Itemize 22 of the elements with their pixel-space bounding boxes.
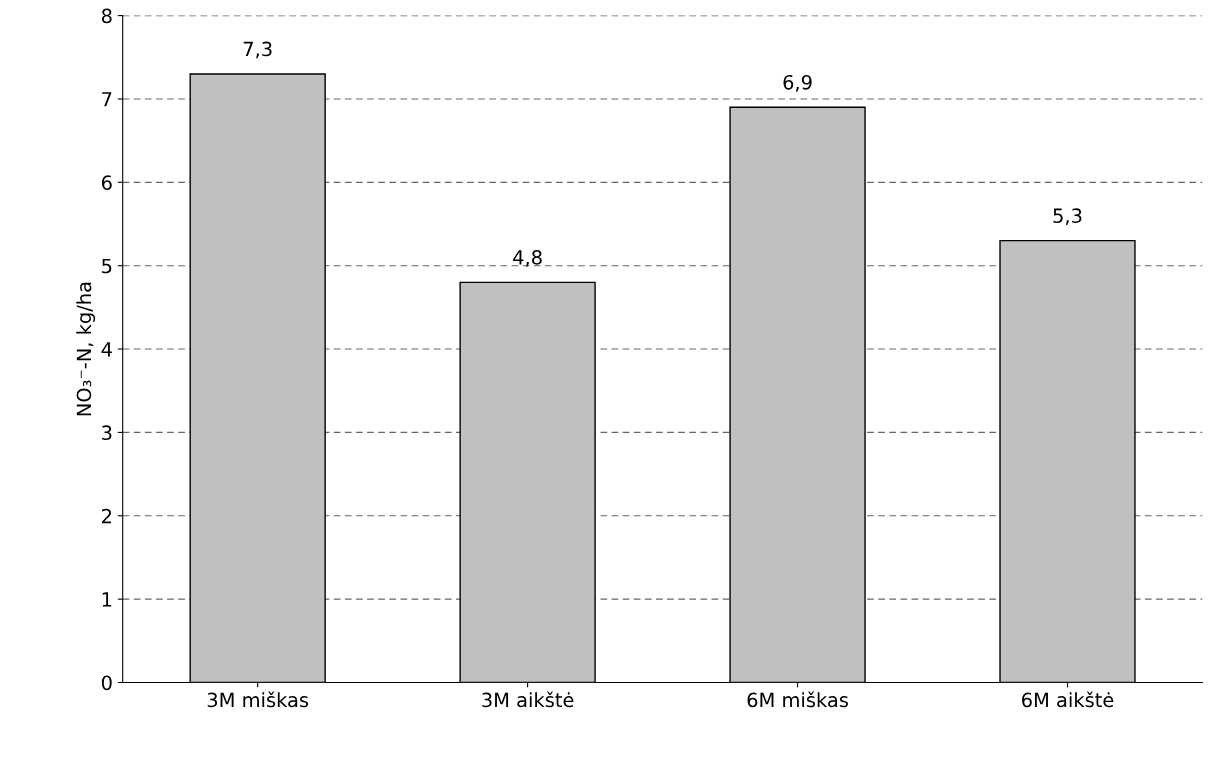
y-tick-label: 4 (101, 342, 112, 357)
y-tick-label: 3 (102, 425, 112, 441)
bar (999, 239, 1136, 683)
y-axis-title: NO₃⁻-N, kg/ha (76, 282, 96, 416)
x-tick-label: 6M miškas (747, 691, 848, 708)
y-tick-label: 5 (102, 258, 112, 274)
bar (189, 73, 326, 683)
bar (729, 106, 866, 683)
y-tick-label: 8 (101, 8, 112, 24)
data-label: 4,8 (513, 250, 542, 267)
x-tick-label: 6M aikštė (1022, 691, 1114, 708)
data-label: 6,9 (783, 74, 812, 92)
y-tick-label: 2 (102, 508, 112, 524)
x-tick-label: 3M aikštė (482, 691, 574, 708)
y-tick-label: 1 (102, 592, 112, 607)
y-tick-label: 6 (101, 175, 112, 190)
data-label: 7,3 (243, 41, 272, 59)
y-tick-label: 7 (102, 92, 112, 107)
x-tick-label: 3M miškas (207, 691, 309, 708)
bar (459, 281, 596, 683)
y-tick-label: 0 (101, 675, 112, 691)
data-label: 5,3 (1053, 208, 1082, 226)
